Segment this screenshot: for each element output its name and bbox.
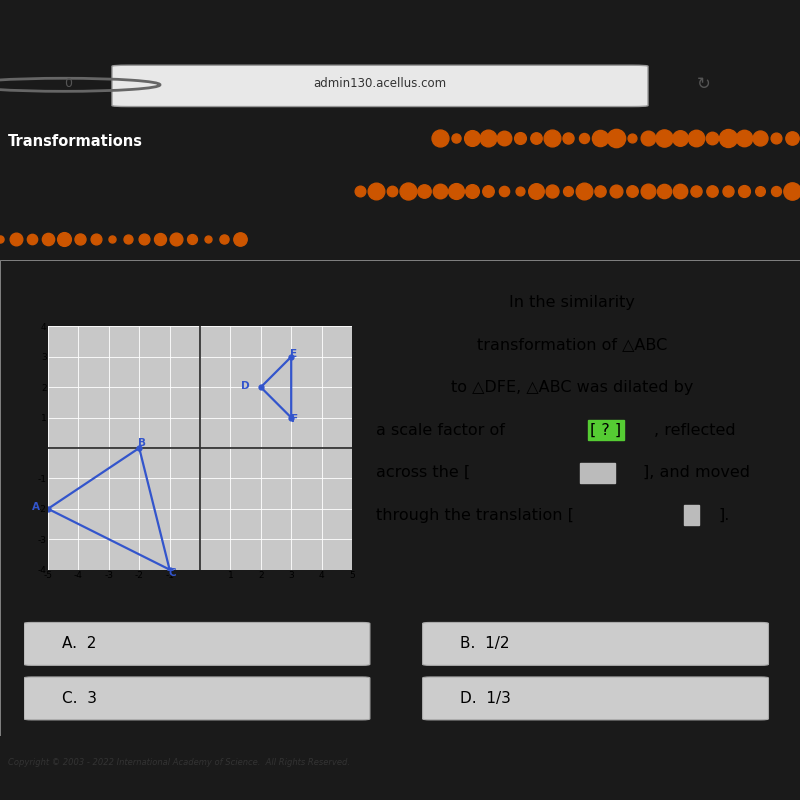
Point [58,232,70,245]
Point [626,184,638,197]
Point [674,184,686,197]
Point [578,131,590,144]
Point [578,184,590,197]
Text: ].: ]. [719,508,730,522]
Point [770,184,782,197]
Point [594,184,606,197]
Point [370,184,382,197]
Text: through the translation [: through the translation [ [376,508,574,522]
Point [610,131,622,144]
Point [514,184,526,197]
Point [722,184,734,197]
Point [530,131,542,144]
Point [706,184,718,197]
Point [218,232,230,245]
Point [690,184,702,197]
Point [434,131,446,144]
Point [354,184,366,197]
Text: a scale factor of: a scale factor of [376,422,510,438]
Point [754,131,766,144]
Text: 0: 0 [64,78,72,90]
Point [642,184,654,197]
Point [74,232,86,245]
Point [610,184,622,197]
Point [738,131,750,144]
Point [562,131,574,144]
Text: E: E [290,349,297,358]
Point [0,232,6,245]
Point [482,131,494,144]
Point [466,131,478,144]
Point [418,184,430,197]
Point [154,232,166,245]
Text: Transformations: Transformations [8,134,143,149]
Point [498,131,510,144]
Text: A.  2: A. 2 [62,637,96,651]
FancyBboxPatch shape [24,677,370,720]
Point [658,184,670,197]
Text: F: F [290,414,298,424]
Point [530,184,542,197]
Text: D: D [242,381,250,390]
Point [10,232,22,245]
Text: D.  1/3: D. 1/3 [460,691,511,706]
Text: transformation of △ABC: transformation of △ABC [477,338,667,353]
Point [42,232,54,245]
Point [402,184,414,197]
Point [514,131,526,144]
Point [562,184,574,197]
Point [386,184,398,197]
Point [450,131,462,144]
Point [26,232,38,245]
Point [482,184,494,197]
Point [546,131,558,144]
Point [658,131,670,144]
Point [498,184,510,197]
Point [706,131,718,144]
FancyBboxPatch shape [24,622,370,666]
Text: admin130.acellus.com: admin130.acellus.com [314,78,446,90]
Point [626,131,638,144]
FancyBboxPatch shape [422,677,769,720]
Text: ], and moved: ], and moved [643,465,750,480]
Text: [ ? ]: [ ? ] [590,422,622,438]
Point [466,184,478,197]
Text: In the similarity: In the similarity [509,295,635,310]
Point [450,184,462,197]
Point [138,232,150,245]
FancyBboxPatch shape [422,622,769,666]
Text: to △DFE, △ABC was dilated by: to △DFE, △ABC was dilated by [451,380,693,395]
Point [546,184,558,197]
Text: , reflected: , reflected [654,422,735,438]
Point [186,232,198,245]
Text: Copyright © 2003 - 2022 International Academy of Science.  All Rights Reserved.: Copyright © 2003 - 2022 International Ac… [8,758,350,767]
Point [754,184,766,197]
Text: C.  3: C. 3 [62,691,97,706]
Point [786,184,798,197]
Text: across the [: across the [ [376,465,470,480]
Point [674,131,686,144]
Text: C: C [168,568,176,578]
Text: ↻: ↻ [697,74,711,93]
Text: B: B [138,438,146,449]
Point [106,232,118,245]
FancyBboxPatch shape [112,66,648,106]
Point [722,131,734,144]
Point [122,232,134,245]
Point [642,131,654,144]
Point [786,131,798,144]
Point [434,184,446,197]
Point [770,131,782,144]
Point [234,232,246,245]
Text: B.  1/2: B. 1/2 [460,637,510,651]
Point [690,131,702,144]
Point [594,131,606,144]
Point [738,184,750,197]
Point [202,232,214,245]
Point [90,232,102,245]
Point [170,232,182,245]
Text: A: A [32,502,40,512]
